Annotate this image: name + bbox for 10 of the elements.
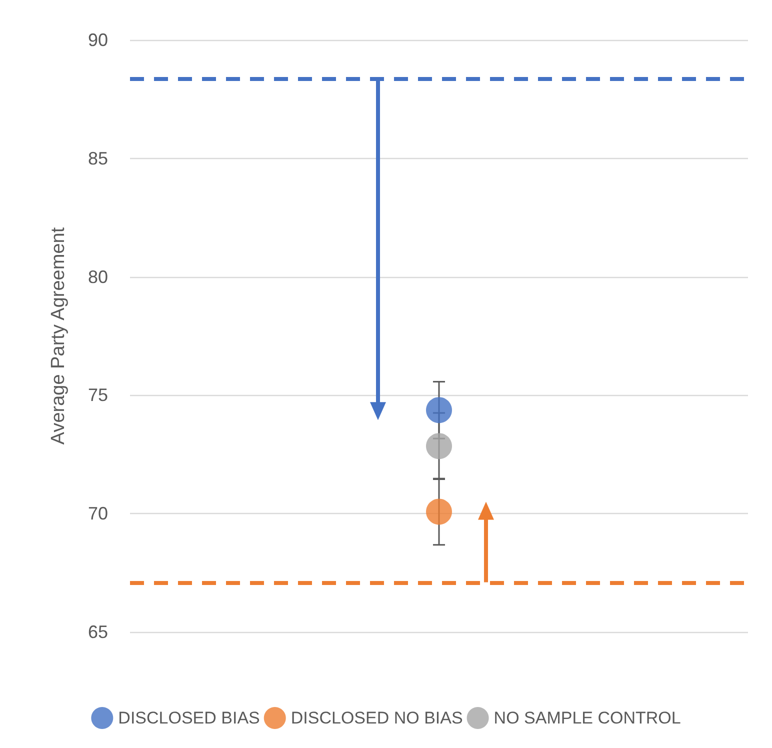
legend-label: NO SAMPLE CONTROL xyxy=(494,708,681,728)
y-tick-label: 80 xyxy=(88,266,108,287)
y-tick-label: 65 xyxy=(88,622,108,642)
legend-label: DISCLOSED NO BIAS xyxy=(290,708,463,728)
y-tick-label: 90 xyxy=(88,30,108,50)
y-tick-label: 75 xyxy=(88,385,108,406)
y-tick-label: 70 xyxy=(88,504,108,524)
y-tick-label: 85 xyxy=(88,148,108,168)
legend-label: DISCLOSED BIAS xyxy=(118,708,260,728)
y-axis-title: Average Party Agreement xyxy=(48,226,69,445)
